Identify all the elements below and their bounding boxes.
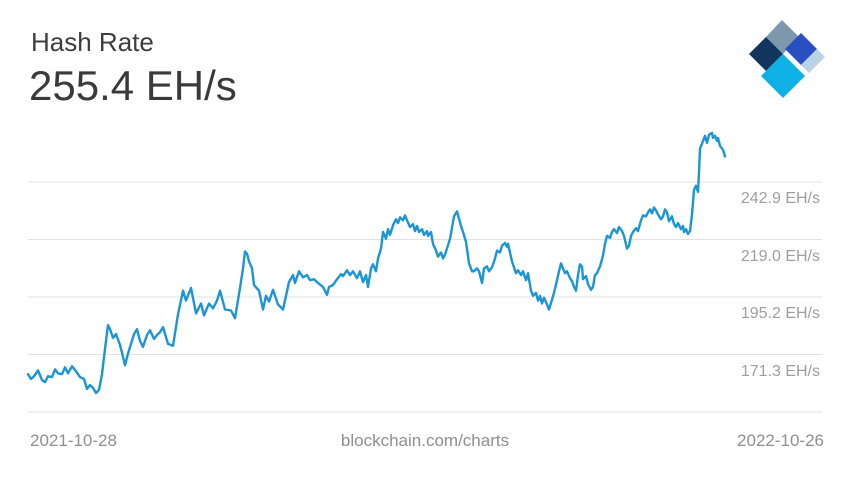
blockchain-logo — [749, 20, 825, 98]
y-axis-label: 242.9 EH/s — [740, 190, 820, 207]
current-value: 255.4 EH/s — [29, 62, 237, 109]
y-axis-label: 171.3 EH/s — [740, 363, 820, 380]
y-axis-label: 219.0 EH/s — [740, 248, 820, 265]
watermark: blockchain.com/charts — [340, 431, 510, 450]
x-axis-end-label: 2022-10-26 — [737, 431, 824, 450]
x-axis-start-label: 2021-10-28 — [30, 431, 117, 450]
logo-piece-corner — [801, 49, 825, 73]
logo-piece-bottom — [761, 54, 805, 98]
page-title: Hash Rate — [31, 27, 154, 57]
y-axis-label: 195.2 EH/s — [740, 305, 820, 322]
hash-rate-series-line — [26, 131, 727, 395]
